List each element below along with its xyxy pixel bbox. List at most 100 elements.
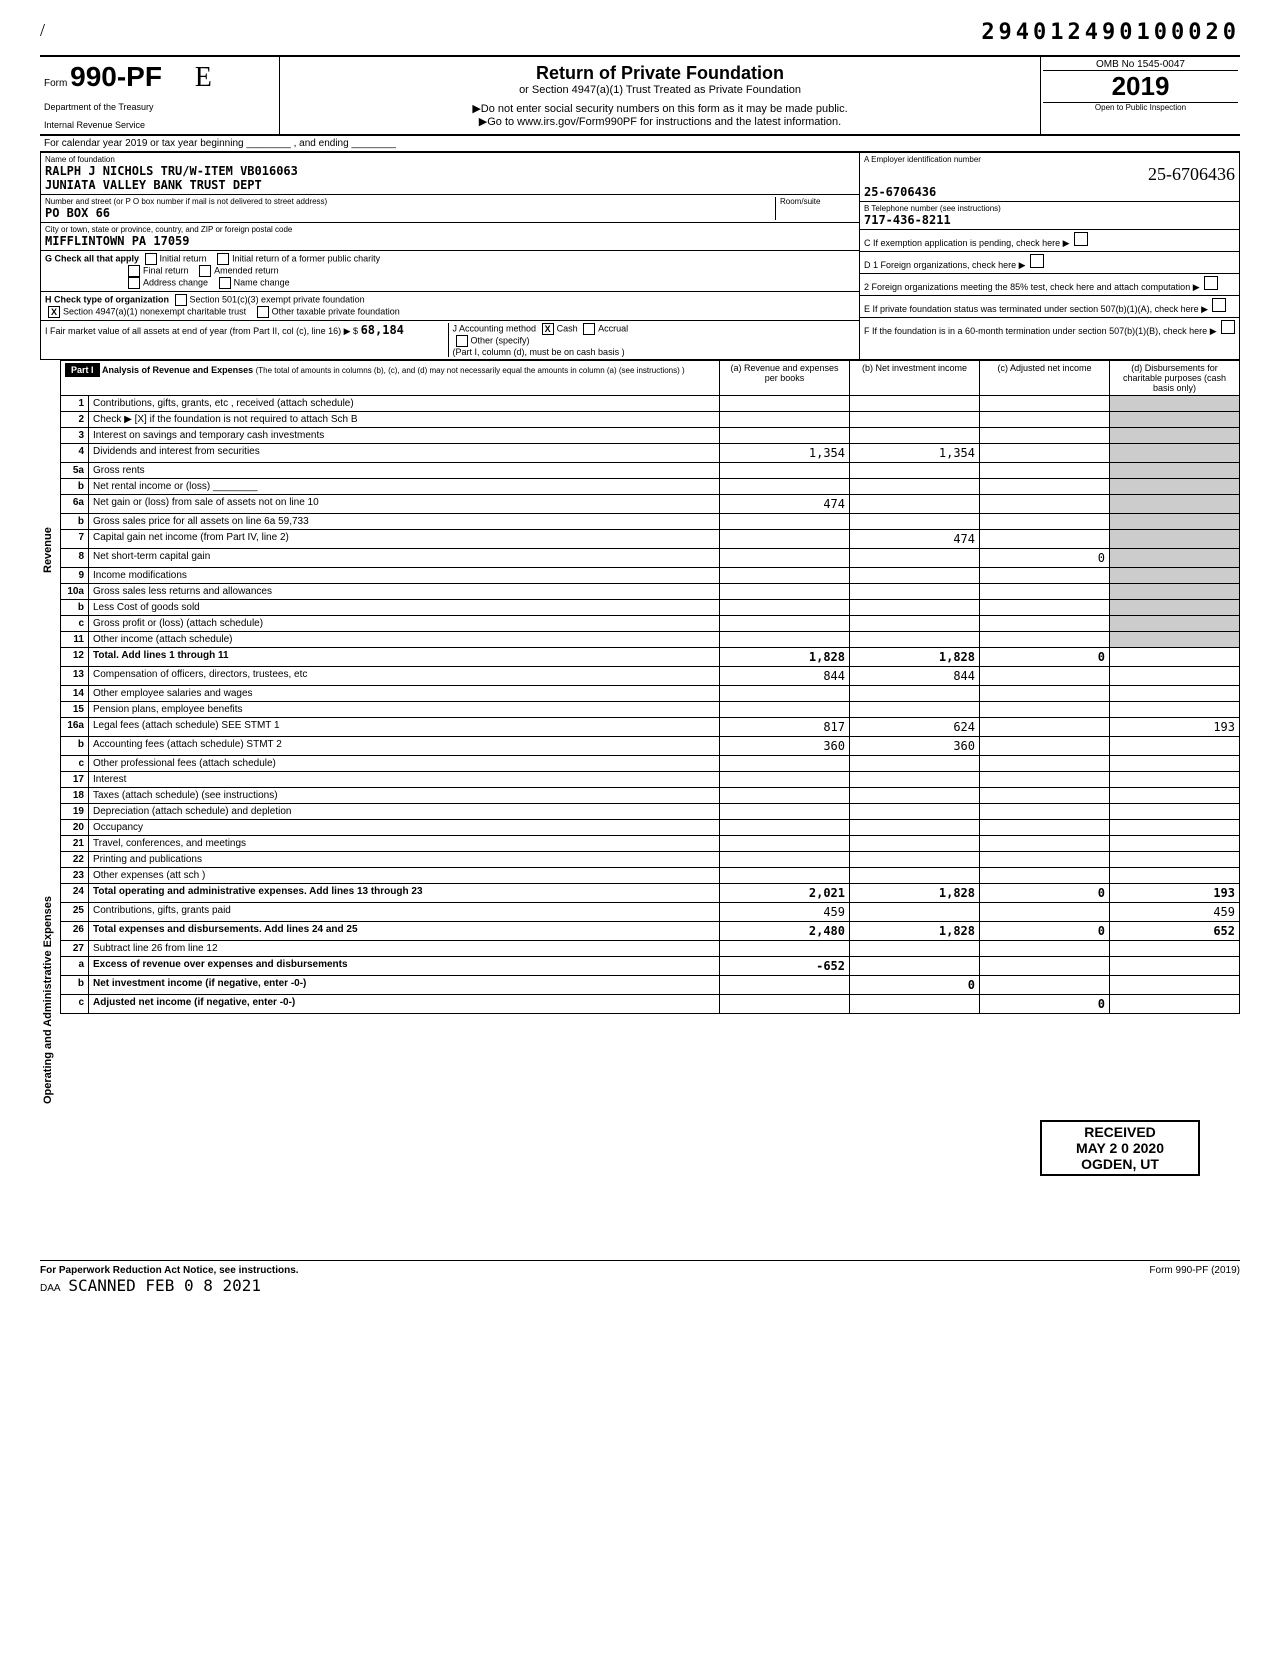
row-num: 1 bbox=[61, 396, 89, 412]
row-b bbox=[850, 820, 980, 836]
table-row: 11Other income (attach schedule) bbox=[61, 632, 1240, 648]
row-a: 844 bbox=[720, 667, 850, 686]
row-c bbox=[980, 772, 1110, 788]
row-num: 4 bbox=[61, 444, 89, 463]
row-a: -652 bbox=[720, 957, 850, 976]
final-checkbox[interactable] bbox=[128, 265, 140, 277]
c3-checkbox[interactable] bbox=[175, 294, 187, 306]
name1: RALPH J NICHOLS TRU/W-ITEM VB016063 bbox=[45, 164, 855, 178]
row-num: 26 bbox=[61, 922, 89, 941]
row-num: 11 bbox=[61, 632, 89, 648]
row-desc: Subtract line 26 from line 12 bbox=[89, 941, 720, 957]
row-d bbox=[1110, 995, 1240, 1014]
form-header-right: OMB No 1545-0047 2019 Open to Public Ins… bbox=[1040, 57, 1240, 134]
row-num: 12 bbox=[61, 648, 89, 667]
name2: JUNIATA VALLEY BANK TRUST DEPT bbox=[45, 178, 855, 192]
inspect: Open to Public Inspection bbox=[1043, 102, 1238, 112]
table-row: 9Income modifications bbox=[61, 568, 1240, 584]
row-desc: Pension plans, employee benefits bbox=[89, 702, 720, 718]
row-c bbox=[980, 836, 1110, 852]
form-num-big: 990-PF bbox=[70, 61, 162, 92]
cash-checkbox[interactable] bbox=[542, 323, 554, 335]
row-c bbox=[980, 616, 1110, 632]
row-a bbox=[720, 804, 850, 820]
j-label: J Accounting method bbox=[453, 323, 537, 333]
addr-value: PO BOX 66 bbox=[45, 206, 775, 220]
initial-checkbox[interactable] bbox=[145, 253, 157, 265]
box-b: B Telephone number (see instructions) 71… bbox=[860, 202, 1239, 230]
g-final: Final return bbox=[143, 265, 189, 275]
row-b bbox=[850, 903, 980, 922]
other-tax-checkbox[interactable] bbox=[257, 306, 269, 318]
row-d bbox=[1110, 616, 1240, 632]
g-initial-former: Initial return of a former public charit… bbox=[232, 253, 380, 263]
accrual-checkbox[interactable] bbox=[583, 323, 595, 335]
row-num: a bbox=[61, 957, 89, 976]
initial-former-checkbox[interactable] bbox=[217, 253, 229, 265]
row-d bbox=[1110, 584, 1240, 600]
row-d bbox=[1110, 549, 1240, 568]
col-b: (b) Net investment income bbox=[850, 361, 980, 396]
table-row: 15Pension plans, employee benefits bbox=[61, 702, 1240, 718]
row-b bbox=[850, 616, 980, 632]
row-b bbox=[850, 788, 980, 804]
a-value: 25-6706436 bbox=[864, 185, 1235, 199]
row-a bbox=[720, 995, 850, 1014]
row-a bbox=[720, 600, 850, 616]
row-c bbox=[980, 444, 1110, 463]
table-row: 19Depreciation (attach schedule) and dep… bbox=[61, 804, 1240, 820]
side-column: Revenue Operating and Administrative Exp… bbox=[40, 360, 60, 1260]
row-b bbox=[850, 756, 980, 772]
check-h: H Check type of organization Section 501… bbox=[41, 292, 859, 321]
row-d bbox=[1110, 957, 1240, 976]
row-d bbox=[1110, 396, 1240, 412]
revenue-side-label: Revenue bbox=[40, 360, 56, 740]
row-c bbox=[980, 718, 1110, 737]
row-d bbox=[1110, 412, 1240, 428]
addr-change-checkbox[interactable] bbox=[128, 277, 140, 289]
row-a bbox=[720, 868, 850, 884]
e-checkbox[interactable] bbox=[1212, 298, 1226, 312]
row-num: 14 bbox=[61, 686, 89, 702]
row-d: 652 bbox=[1110, 922, 1240, 941]
row-num: b bbox=[61, 479, 89, 495]
table-row: 13Compensation of officers, directors, t… bbox=[61, 667, 1240, 686]
row-b bbox=[850, 396, 980, 412]
name-change-checkbox[interactable] bbox=[219, 277, 231, 289]
row-desc: Legal fees (attach schedule) SEE STMT 1 bbox=[89, 718, 720, 737]
row-c bbox=[980, 820, 1110, 836]
row-a: 474 bbox=[720, 495, 850, 514]
row-a bbox=[720, 756, 850, 772]
info-right: A Employer identification number 25-6706… bbox=[859, 153, 1239, 359]
row-num: 13 bbox=[61, 667, 89, 686]
addr-label: Number and street (or P O box number if … bbox=[45, 197, 775, 206]
row-num: 6a bbox=[61, 495, 89, 514]
row-d bbox=[1110, 600, 1240, 616]
row-a bbox=[720, 514, 850, 530]
row-num: 18 bbox=[61, 788, 89, 804]
row-b: 360 bbox=[850, 737, 980, 756]
f-checkbox[interactable] bbox=[1221, 320, 1235, 334]
row-num: 21 bbox=[61, 836, 89, 852]
row-desc: Printing and publications bbox=[89, 852, 720, 868]
g-initial: Initial return bbox=[160, 253, 207, 263]
d2-checkbox[interactable] bbox=[1204, 276, 1218, 290]
row-b: 1,828 bbox=[850, 648, 980, 667]
table-row: 14Other employee salaries and wages bbox=[61, 686, 1240, 702]
amended-checkbox[interactable] bbox=[199, 265, 211, 277]
c4947-checkbox[interactable] bbox=[48, 306, 60, 318]
row-c bbox=[980, 530, 1110, 549]
row-desc: Gross sales less returns and allowances bbox=[89, 584, 720, 600]
row-d bbox=[1110, 463, 1240, 479]
row-a bbox=[720, 772, 850, 788]
other-method-checkbox[interactable] bbox=[456, 335, 468, 347]
d1-checkbox[interactable] bbox=[1030, 254, 1044, 268]
row-b bbox=[850, 549, 980, 568]
c-checkbox[interactable] bbox=[1074, 232, 1088, 246]
row-a bbox=[720, 616, 850, 632]
table-row: cOther professional fees (attach schedul… bbox=[61, 756, 1240, 772]
row-d bbox=[1110, 756, 1240, 772]
info-block: Name of foundation RALPH J NICHOLS TRU/W… bbox=[40, 152, 1240, 360]
g-name-change: Name change bbox=[234, 277, 290, 287]
row-num: 25 bbox=[61, 903, 89, 922]
